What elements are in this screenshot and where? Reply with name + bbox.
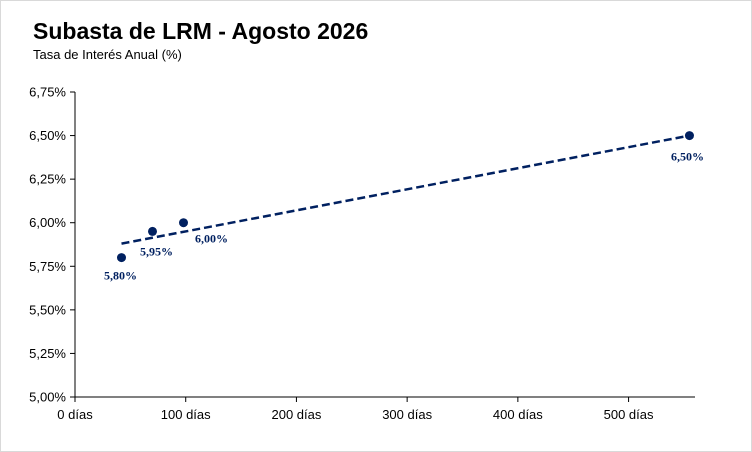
- data-labels-layer: 5,80%5,95% 6,00% 6,50%: [104, 150, 704, 283]
- y-tick-label: 6,75%: [29, 85, 66, 100]
- y-tick-label: 6,50%: [29, 128, 66, 143]
- x-tick-label: 200 días: [271, 407, 321, 422]
- chart-subtitle: Tasa de Interés Anual (%): [33, 47, 182, 62]
- trendline-layer: [121, 134, 690, 245]
- data-label: 5,95%: [140, 244, 173, 258]
- data-label: 5,80%: [104, 269, 137, 283]
- y-tick-label: 6,25%: [29, 172, 66, 187]
- y-tick-label: 5,50%: [29, 302, 66, 317]
- x-tick-label: 500 días: [604, 407, 654, 422]
- data-points-layer: [117, 131, 694, 263]
- chart-axes: 5,00% 5,25% 5,50% 5,75% 6,00% 6,25% 6,50% 6,75%…: [29, 85, 695, 422]
- x-tick-label: 100 días: [161, 407, 211, 422]
- data-point: [179, 218, 188, 228]
- x-tick-label: 300 días: [382, 407, 432, 422]
- x-tick-label: 0 días: [57, 407, 93, 422]
- data-point: [684, 131, 694, 141]
- x-tick-label: 400 días: [493, 407, 543, 422]
- data-point: [148, 226, 157, 236]
- data-point: [117, 253, 126, 263]
- data-label: 6,00%: [195, 232, 228, 246]
- y-tick-label: 5,00%: [29, 390, 66, 405]
- trendline: [121, 134, 690, 245]
- y-tick-label: 6,00%: [29, 215, 66, 230]
- chart-title: Subasta de LRM - Agosto 2026: [33, 18, 369, 44]
- data-label: 6,50%: [671, 150, 704, 164]
- y-tick-label: 5,75%: [29, 259, 66, 274]
- y-tick-label: 5,25%: [29, 346, 66, 361]
